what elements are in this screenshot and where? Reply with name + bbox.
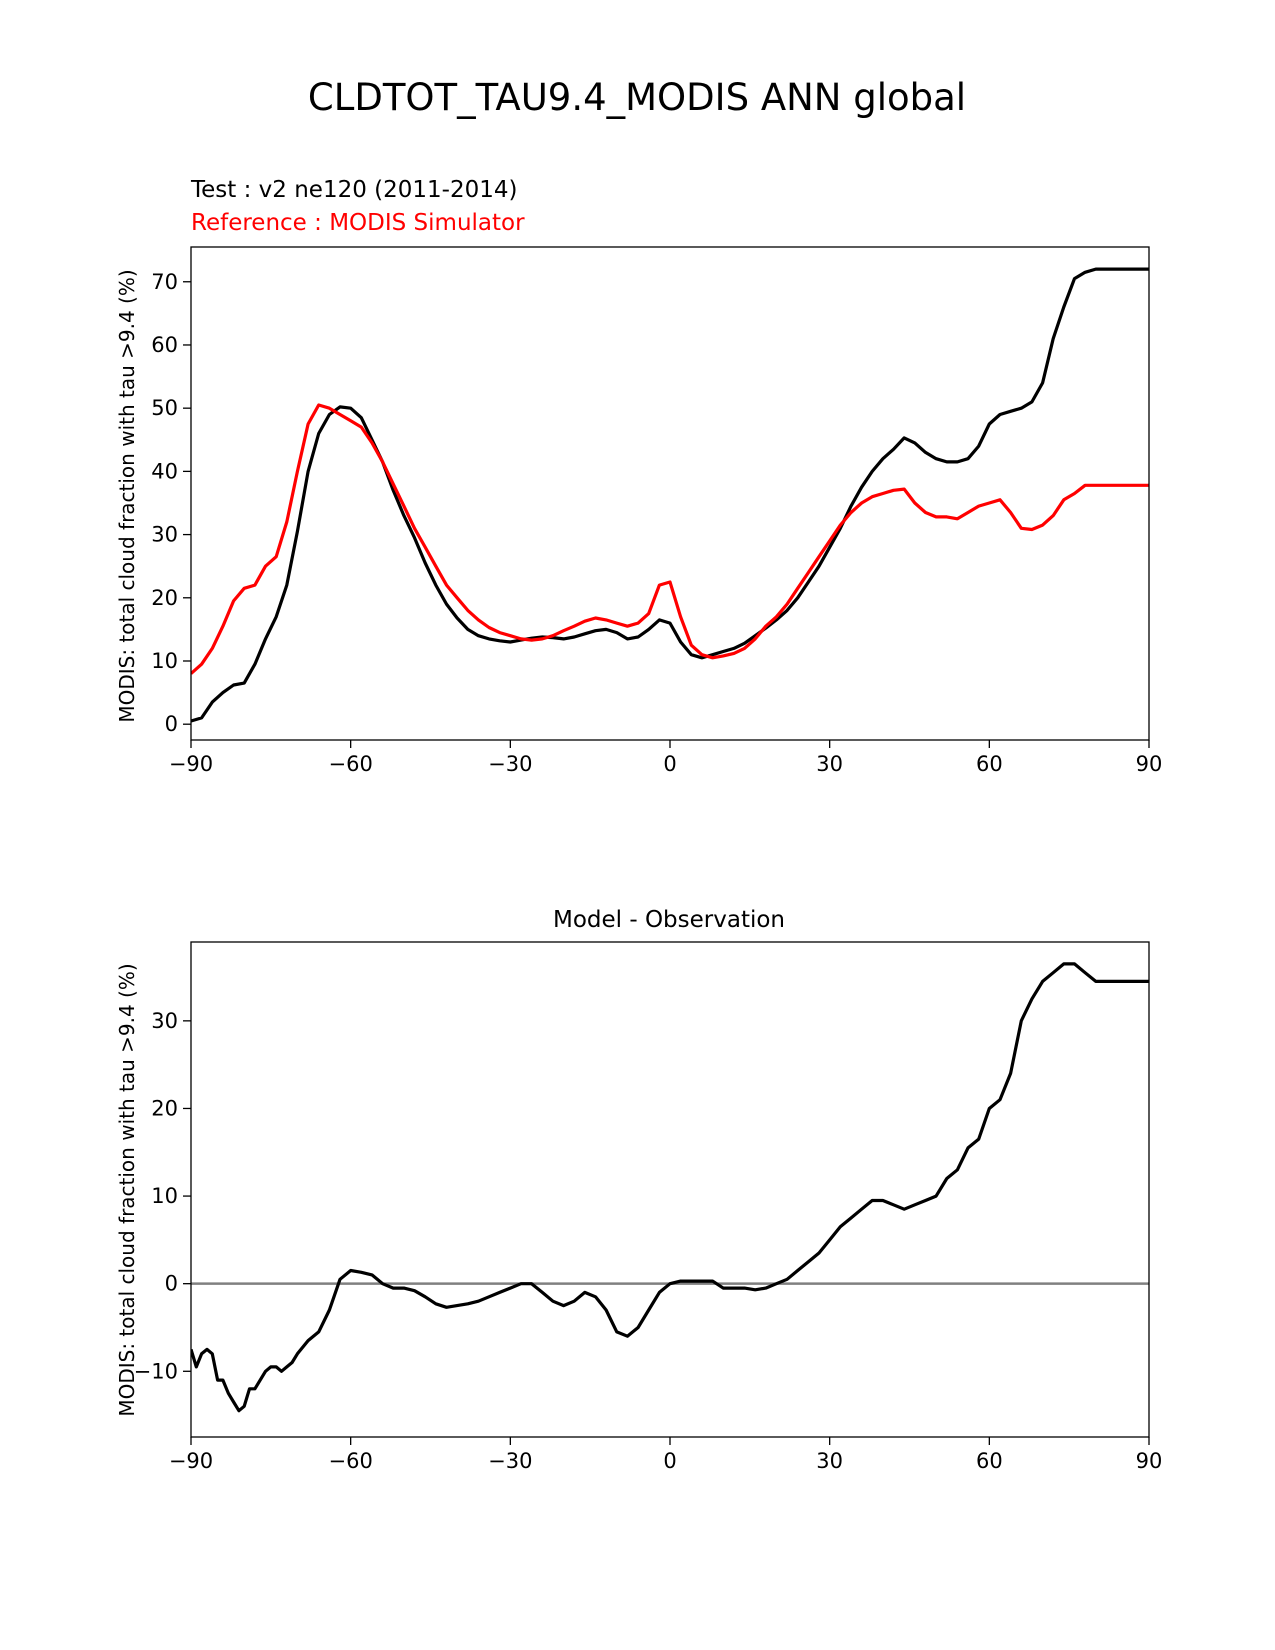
top-series xyxy=(191,267,1149,723)
top-y-tick-label: 60 xyxy=(151,333,178,357)
bottom-y-tick-label: 30 xyxy=(151,1009,178,1033)
bottom-panel: Model - Observation MODIS: total cloud f… xyxy=(115,907,1162,1473)
bottom-x-tick-label: 60 xyxy=(976,1449,1003,1473)
top-y-tick-label: 20 xyxy=(151,586,178,610)
top-y-tick-label: 70 xyxy=(151,270,178,294)
top-panel: Test : v2 ne120 (2011-2014) Reference : … xyxy=(115,177,1162,776)
top-x-tick-label: −30 xyxy=(488,752,532,776)
bottom-y-tick-label: −10 xyxy=(134,1359,178,1383)
top-x-tick-label: 90 xyxy=(1136,752,1163,776)
top-reference-line xyxy=(191,403,1149,675)
figure-title: CLDTOT_TAU9.4_MODIS ANN global xyxy=(308,76,966,119)
bottom-y-axis-label: MODIS: total cloud fraction with tau >9.… xyxy=(115,963,139,1416)
bottom-x-tick-label: 90 xyxy=(1136,1449,1163,1473)
bottom-y-tick-label: 20 xyxy=(151,1096,178,1120)
bottom-x-tick-label: −30 xyxy=(488,1449,532,1473)
bottom-series xyxy=(191,962,1149,1413)
top-x-tick-label: −90 xyxy=(169,752,213,776)
bottom-y-tick-label: 10 xyxy=(151,1184,178,1208)
top-x-tick-label: 60 xyxy=(976,752,1003,776)
bottom-x-tick-label: 0 xyxy=(663,1449,676,1473)
top-test-line xyxy=(191,267,1149,723)
bottom-x-tick-label: −60 xyxy=(329,1449,373,1473)
bottom-x-tick-label: −90 xyxy=(169,1449,213,1473)
bottom-difference-line xyxy=(191,962,1149,1413)
bottom-y-tick-label: 0 xyxy=(165,1272,178,1296)
top-x-tick-label: 0 xyxy=(663,752,676,776)
bottom-x-tick-label: 30 xyxy=(816,1449,843,1473)
top-y-axis-label: MODIS: total cloud fraction with tau >9.… xyxy=(115,269,139,722)
top-y-tick-label: 10 xyxy=(151,649,178,673)
top-x-tick-label: −60 xyxy=(329,752,373,776)
top-axes: −90 −60 −30 0 30 60 90 0 10 20 30 40 50 60 70 xyxy=(151,270,1162,776)
top-y-tick-label: 50 xyxy=(151,396,178,420)
reference-label: Reference : MODIS Simulator xyxy=(191,210,525,236)
top-y-tick-label: 30 xyxy=(151,523,178,547)
top-y-tick-label: 40 xyxy=(151,459,178,483)
test-label: Test : v2 ne120 (2011-2014) xyxy=(190,177,517,203)
top-plot-frame xyxy=(190,246,1150,741)
bottom-axes: −90 −60 −30 0 30 60 90 −10 0 10 20 30 xyxy=(134,1009,1163,1473)
bottom-plot-frame xyxy=(190,941,1150,1438)
top-x-tick-label: 30 xyxy=(816,752,843,776)
top-y-tick-label: 0 xyxy=(165,712,178,736)
bottom-panel-title: Model - Observation xyxy=(553,907,785,933)
